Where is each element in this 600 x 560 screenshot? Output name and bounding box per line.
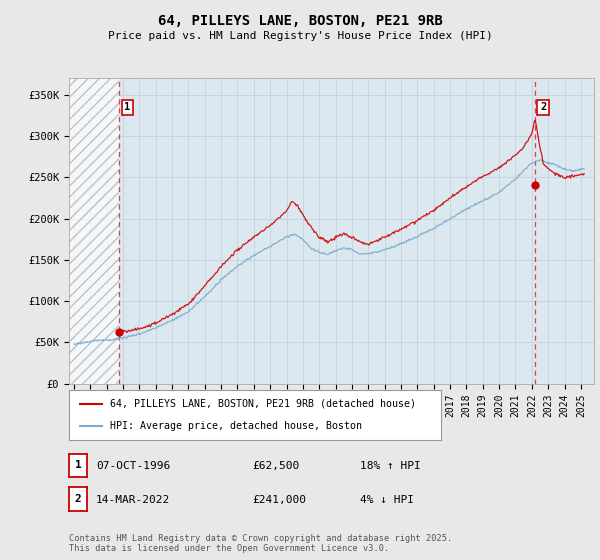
Text: 18% ↑ HPI: 18% ↑ HPI [360,461,421,471]
Text: £241,000: £241,000 [252,494,306,505]
Text: HPI: Average price, detached house, Boston: HPI: Average price, detached house, Bost… [110,421,362,431]
Text: 2: 2 [540,102,546,112]
Text: 07-OCT-1996: 07-OCT-1996 [96,461,170,471]
Text: 4% ↓ HPI: 4% ↓ HPI [360,494,414,505]
Text: £62,500: £62,500 [252,461,299,471]
Bar [69,78,119,384]
Text: 1: 1 [74,460,82,470]
Text: 64, PILLEYS LANE, BOSTON, PE21 9RB (detached house): 64, PILLEYS LANE, BOSTON, PE21 9RB (deta… [110,399,416,409]
Text: 64, PILLEYS LANE, BOSTON, PE21 9RB: 64, PILLEYS LANE, BOSTON, PE21 9RB [158,14,442,28]
Text: 2: 2 [74,494,82,504]
Text: 14-MAR-2022: 14-MAR-2022 [96,494,170,505]
Text: Price paid vs. HM Land Registry's House Price Index (HPI): Price paid vs. HM Land Registry's House … [107,31,493,41]
Text: Contains HM Land Registry data © Crown copyright and database right 2025.
This d: Contains HM Land Registry data © Crown c… [69,534,452,553]
Text: 1: 1 [124,102,130,112]
